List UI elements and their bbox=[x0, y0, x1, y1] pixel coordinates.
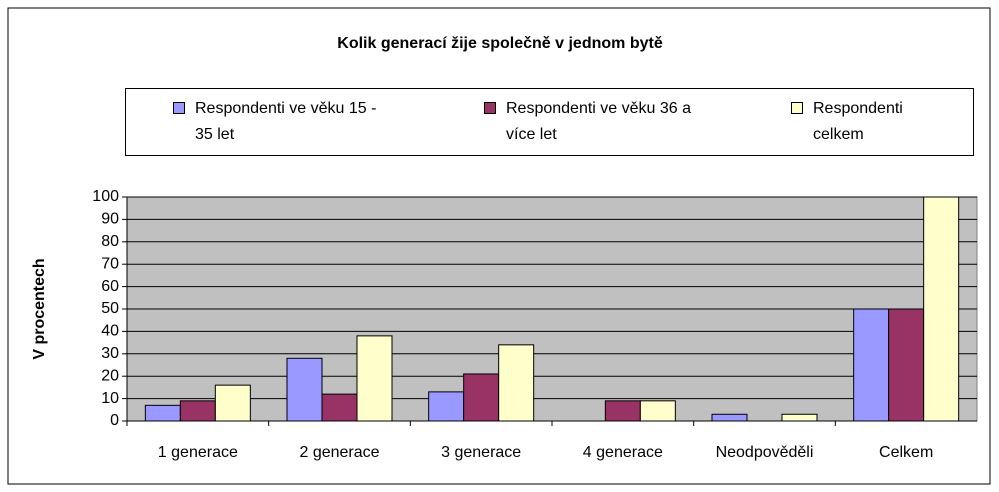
legend-label: Respondenti ve věku 36 a více let bbox=[506, 100, 692, 143]
legend-entry: Respondenti celkem bbox=[791, 96, 931, 148]
y-tick-label: 80 bbox=[101, 233, 119, 250]
y-axis-label: V procentech bbox=[31, 258, 48, 359]
y-tick-label: 0 bbox=[110, 412, 119, 429]
y-tick-label: 90 bbox=[101, 211, 119, 228]
bar bbox=[214, 384, 251, 422]
y-tick-label: 100 bbox=[92, 188, 119, 205]
legend-entry: Respondenti ve věku 15 - 35 let bbox=[173, 96, 383, 148]
bar bbox=[356, 335, 393, 422]
chart-title: Kolik generací žije společně v jednom by… bbox=[337, 35, 663, 52]
bar bbox=[286, 357, 323, 422]
legend-label: Respondenti celkem bbox=[813, 100, 903, 143]
bar bbox=[604, 400, 641, 422]
legend-entry: Respondenti ve věku 36 a více let bbox=[484, 96, 694, 148]
legend-swatch bbox=[791, 102, 803, 114]
bar bbox=[853, 308, 890, 422]
x-tick-label: Neodpověděli bbox=[716, 444, 814, 461]
bar bbox=[179, 400, 216, 422]
bar bbox=[428, 391, 465, 422]
x-tick-label: 1 generace bbox=[158, 444, 238, 461]
bar bbox=[888, 308, 925, 422]
legend-label: Respondenti ve věku 15 - 35 let bbox=[195, 100, 377, 143]
x-tick-label: 2 generace bbox=[299, 444, 379, 461]
legend: Respondenti ve věku 15 - 35 let Responden… bbox=[125, 88, 974, 156]
legend-swatch bbox=[173, 102, 185, 114]
y-tick-label: 20 bbox=[101, 367, 119, 384]
bar bbox=[711, 413, 748, 422]
x-tick-label: 3 generace bbox=[441, 444, 521, 461]
y-tick-label: 40 bbox=[101, 323, 119, 340]
bar bbox=[144, 404, 181, 422]
y-tick-label: 50 bbox=[101, 300, 119, 317]
y-tick-label: 30 bbox=[101, 345, 119, 362]
x-tick-label: Celkem bbox=[879, 444, 933, 461]
x-tick-label: 4 generace bbox=[583, 444, 663, 461]
y-tick-label: 70 bbox=[101, 255, 119, 272]
bar bbox=[923, 196, 960, 422]
y-tick-label: 10 bbox=[101, 390, 119, 407]
bar bbox=[781, 413, 818, 422]
bar bbox=[463, 373, 500, 422]
bar bbox=[498, 344, 535, 422]
bar bbox=[321, 393, 358, 422]
bar bbox=[639, 400, 676, 422]
y-tick-label: 60 bbox=[101, 278, 119, 295]
legend-swatch bbox=[484, 102, 496, 114]
